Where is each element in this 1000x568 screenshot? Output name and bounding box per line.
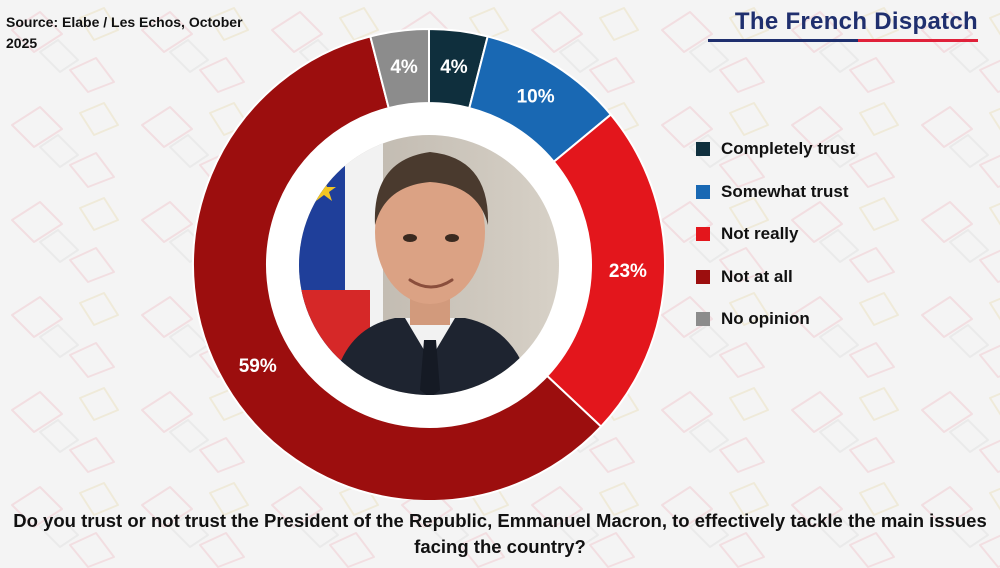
source-note: Source: Elabe / Les Echos, October 2025 <box>6 14 243 51</box>
brand-underline-red <box>858 39 978 42</box>
brand-logo: The French Dispatch <box>708 8 978 42</box>
slice-label-not-really: 23% <box>609 261 647 282</box>
portrait-shirt <box>405 318 455 360</box>
portrait-face <box>375 160 485 304</box>
brand-underline <box>708 39 978 42</box>
legend-item-completely-trust: Completely trust <box>696 138 855 160</box>
slice-label-completely-trust: 4% <box>440 57 468 78</box>
donut-chart: 4% 10% 23% 59% 4% <box>192 27 666 500</box>
slice-not-at-all <box>192 35 603 500</box>
slice-label-somewhat-trust: 10% <box>517 86 555 107</box>
portrait-mouth <box>408 278 454 289</box>
legend-label: Not really <box>721 224 799 243</box>
legend-item-not-really: Not really <box>696 223 855 245</box>
portrait-tie <box>420 340 440 395</box>
legend-label: Not at all <box>721 266 793 286</box>
portrait-hair <box>374 152 489 225</box>
survey-question: Do you trust or not trust the President … <box>13 510 987 557</box>
legend-swatch <box>696 142 710 156</box>
brand-name: The French Dispatch <box>734 8 978 35</box>
legend-item-no-opinion: No opinion <box>696 308 855 330</box>
slice-label-no-opinion: 4% <box>390 57 418 78</box>
legend-swatch <box>696 227 710 241</box>
portrait-eye-left <box>403 234 417 242</box>
legend-label: No opinion <box>721 309 810 328</box>
legend-label: Somewhat trust <box>721 181 849 201</box>
legend-swatch <box>696 312 710 326</box>
portrait-eye-right <box>445 234 459 242</box>
slice-label-not-at-all: 59% <box>239 356 277 377</box>
brand-underline-blue <box>708 39 858 42</box>
legend-item-not-at-all: Not at all <box>696 266 855 288</box>
legend-label: Completely trust <box>721 139 856 158</box>
chart-legend: Completely trust Somewhat trust Not real… <box>696 138 855 351</box>
legend-swatch <box>696 269 710 284</box>
donut-slice-labels: 4% 10% 23% 59% 4% <box>239 57 647 377</box>
legend-item-somewhat-trust: Somewhat trust <box>696 181 855 203</box>
legend-swatch <box>696 184 710 199</box>
